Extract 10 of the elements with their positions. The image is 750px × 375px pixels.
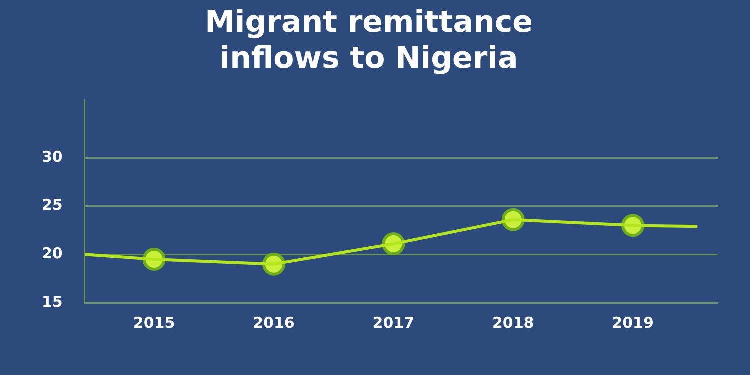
y-tick-label: 30 bbox=[42, 148, 63, 166]
y-tick-label: 25 bbox=[42, 196, 63, 214]
y-tick-label: 20 bbox=[42, 244, 63, 263]
x-tick-label: 2016 bbox=[253, 314, 295, 332]
chart-title: Migrant remittance inflows to Nigeria bbox=[205, 4, 533, 76]
y-tick-label: 15 bbox=[42, 292, 63, 311]
x-tick-label: 2015 bbox=[133, 314, 176, 332]
x-tick-label: 2019 bbox=[612, 314, 654, 332]
x-tick-label: 2018 bbox=[492, 314, 534, 332]
x-tick-label: 2017 bbox=[372, 314, 415, 332]
